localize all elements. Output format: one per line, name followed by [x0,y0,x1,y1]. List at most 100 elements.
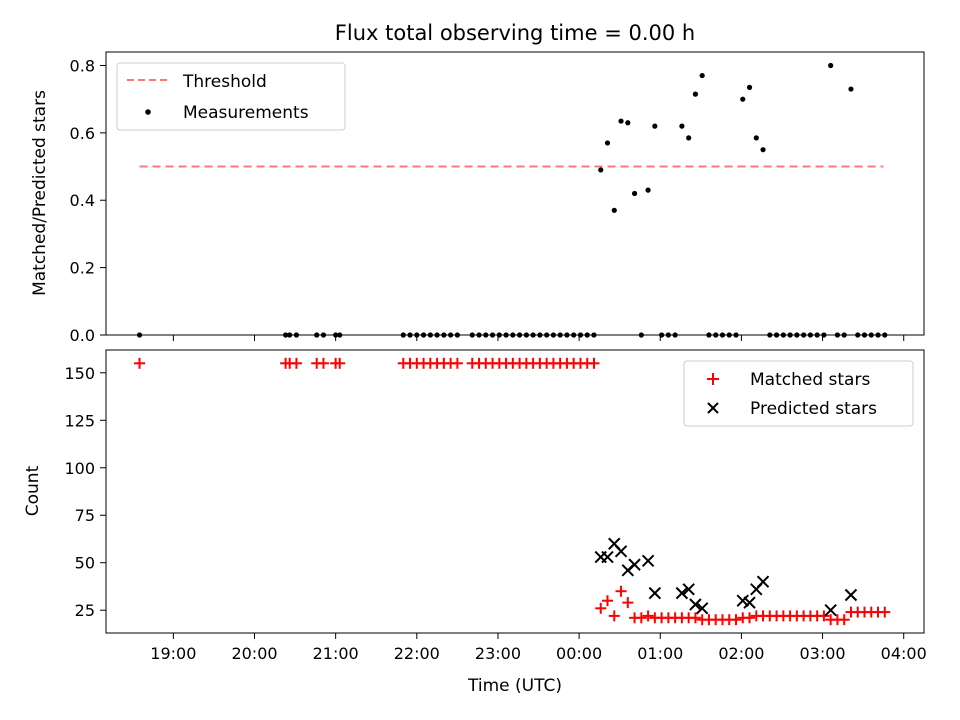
predicted-star-point [675,586,689,600]
legend-threshold-label: Threshold [182,72,267,92]
measurement-point [638,332,644,338]
measurement-point [557,332,563,338]
measurement-point [571,332,577,338]
matched-star-point [608,610,620,622]
measurement-point [780,332,786,338]
measurement-point [726,332,732,338]
measurement-point [814,332,820,338]
legend-predicted-label: Predicted stars [750,399,877,419]
measurement-point [427,332,433,338]
count-y-axis-label: Count [23,465,43,516]
predicted-star-point [756,575,770,588]
measurement-point [584,332,590,338]
measurement-point [537,332,543,338]
measurement-point [855,332,861,338]
measurement-point [706,332,712,338]
measurement-point [875,332,881,338]
x-tick-label: 20:00 [231,644,277,663]
measurement-point [841,332,847,338]
measurement-point [834,332,841,338]
measurement-point [320,332,327,338]
matched-star-point [317,357,329,369]
measurement-point [550,332,557,338]
measurement-point [861,332,868,338]
measurement-point [469,332,475,338]
y-tick-label: 0.6 [70,124,95,143]
measurement-point [740,96,746,102]
measurement-point [807,332,813,338]
measurement-point [645,187,651,193]
matched-star-point [588,357,600,369]
measurement-point [530,332,536,338]
matched-star-point [602,595,614,607]
measurement-point [767,332,773,338]
predicted-star-point [641,554,655,568]
y-tick-label: 50 [75,554,95,573]
predicted-star-point [628,558,641,571]
predicted-star-point [689,598,702,611]
x-tick-label: 04:00 [881,644,927,663]
count-plot-frame [105,349,925,634]
measurement-point [448,332,454,338]
y-tick-label: 100 [64,459,95,478]
y-tick-label: 0.0 [70,326,95,345]
measurement-point [672,332,678,338]
measurement-point [794,332,800,338]
ratio-legend-box [116,62,346,131]
measurement-point [314,332,320,338]
matched-star-point [451,357,463,369]
measurement-point [544,332,550,338]
predicted-star-point [648,586,662,600]
measurement-point [287,332,293,338]
count-legend: Matched stars Predicted stars [683,360,914,427]
matched-star-point [879,606,891,618]
ratio-y-axis-label: Matched/Predicted stars [30,90,50,296]
measurement-point [848,86,854,92]
legend-predicted-swatch [707,402,719,414]
measurement-point [483,332,489,338]
measurement-point [719,332,726,338]
legend-measurements-swatch [145,109,151,115]
measurement-point [868,332,874,338]
measurement-point [489,332,496,338]
x-tick-label: 22:00 [394,644,440,663]
measurement-point [441,332,447,338]
measurement-point [510,332,516,338]
legend-matched-label: Matched stars [750,370,870,390]
measurement-point [598,167,604,173]
measurement-point [746,84,753,90]
measurement-point [801,332,807,338]
predicted-star-point [601,550,614,564]
measurement-point [400,332,406,338]
measurement-point [476,332,482,338]
y-tick-label: 150 [64,364,95,383]
matched-star-point [334,357,346,369]
y-tick-label: 0.8 [70,56,95,75]
measurement-point [665,332,671,338]
count-legend-box [683,360,914,427]
x-tick-label: 00:00 [556,644,602,663]
y-tick-label: 0.2 [70,259,95,278]
measurement-point [713,332,719,338]
measurement-point [733,332,739,338]
predicted-star-point [614,545,628,558]
matched-star-point [595,602,607,614]
measurement-point [523,332,529,338]
measurement-point [828,62,834,69]
x-tick-label: 03:00 [800,644,846,663]
measurement-point [618,118,624,124]
predicted-star-point [743,596,756,609]
measurement-point [516,332,523,338]
measurement-point [625,120,631,126]
x-tick-label: 01:00 [637,644,683,663]
measurement-point [407,332,413,338]
y-tick-label: 125 [64,411,95,430]
x-tick-label: 02:00 [718,644,764,663]
measurement-point [564,332,570,338]
matched-star-point [615,585,627,597]
matched-star-point [744,612,756,624]
measurement-point [882,332,888,338]
legend-matched-swatch [707,373,719,385]
x-axis-label: Time (UTC) [467,676,562,696]
